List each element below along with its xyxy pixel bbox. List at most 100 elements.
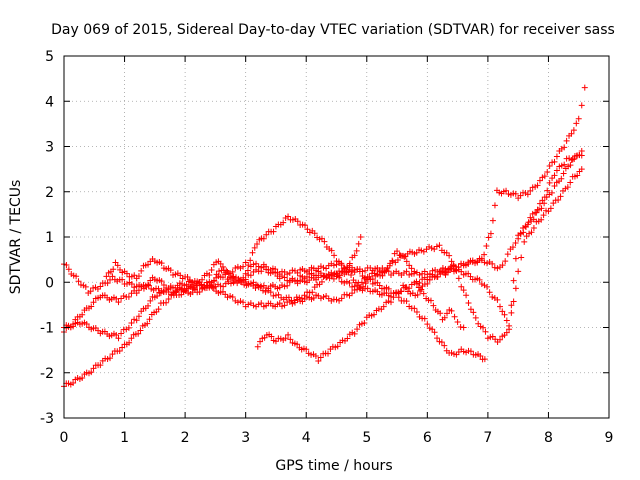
data-point [536, 177, 543, 184]
data-point [406, 271, 413, 278]
data-point [247, 272, 254, 279]
data-point [118, 330, 125, 337]
data-point [255, 263, 262, 270]
data-point [287, 336, 294, 343]
data-point [416, 313, 423, 320]
data-point [348, 272, 355, 279]
data-point [320, 264, 327, 271]
data-point [70, 379, 77, 386]
data-point [334, 271, 341, 278]
data-point [515, 268, 522, 275]
data-point [79, 375, 86, 382]
data-point [344, 264, 351, 271]
data-point [413, 308, 420, 315]
data-point [403, 268, 410, 275]
data-point [301, 292, 308, 299]
data-point [539, 197, 546, 204]
data-point [119, 276, 126, 283]
data-point [158, 260, 165, 267]
data-point [457, 323, 464, 330]
data-point [229, 268, 236, 275]
data-point [402, 284, 409, 291]
data-point [240, 299, 247, 306]
data-point [499, 262, 506, 269]
data-point [145, 302, 152, 309]
data-point [480, 324, 487, 331]
data-point [317, 295, 324, 302]
data-point [491, 202, 498, 209]
data-point [482, 328, 489, 335]
y-tick-label: -2 [40, 366, 54, 382]
data-point [281, 302, 288, 309]
data-point [315, 357, 322, 364]
data-point [357, 234, 364, 240]
data-point [441, 314, 448, 321]
data-point [217, 260, 224, 267]
data-point [527, 214, 534, 221]
data-point [467, 348, 474, 355]
data-point [351, 330, 358, 337]
data-point [341, 279, 348, 286]
data-point [323, 292, 330, 299]
data-point [165, 286, 172, 293]
data-point [467, 306, 474, 313]
data-point [334, 343, 341, 350]
data-point [458, 283, 465, 290]
data-point [336, 272, 343, 279]
data-point [126, 339, 133, 346]
data-point [265, 287, 272, 294]
data-point [158, 278, 165, 285]
data-point [345, 268, 352, 275]
data-point [120, 293, 127, 300]
data-point [518, 254, 525, 261]
data-point [483, 242, 490, 249]
data-point [279, 282, 285, 289]
data-point [390, 294, 397, 301]
data-point [254, 241, 261, 248]
data-point [574, 172, 581, 179]
y-tick-label: 5 [45, 49, 54, 65]
data-point [389, 257, 396, 264]
data-point [354, 282, 361, 289]
data-point [65, 266, 72, 273]
data-point [430, 302, 437, 309]
data-point [107, 355, 114, 362]
data-point [451, 313, 458, 320]
data-point [418, 286, 425, 293]
data-point [512, 239, 519, 246]
data-point [326, 275, 333, 282]
data-point [284, 271, 291, 278]
data-point [424, 321, 431, 328]
data-point [250, 261, 257, 268]
data-point [478, 257, 485, 264]
data-point [331, 252, 338, 259]
data-point [145, 282, 152, 289]
data-point [328, 247, 335, 254]
y-tick-label: -1 [40, 321, 54, 337]
data-point [302, 222, 309, 229]
data-point [280, 219, 287, 226]
data-point [184, 273, 191, 280]
data-point [489, 217, 496, 224]
data-point [512, 190, 519, 197]
data-point [294, 269, 301, 276]
data-point [403, 258, 410, 265]
x-tick-label: 8 [544, 430, 553, 446]
data-point [502, 258, 509, 265]
data-point [420, 248, 427, 255]
data-point [564, 184, 571, 191]
data-point [484, 260, 491, 267]
data-point [240, 263, 247, 270]
data-point [576, 152, 583, 159]
y-tick-label: 4 [45, 94, 54, 110]
data-point [551, 172, 558, 179]
data-point [255, 301, 262, 308]
data-point [369, 276, 376, 283]
data-point [536, 200, 543, 207]
data-point [570, 127, 577, 134]
data-point [144, 320, 151, 327]
data-point [79, 311, 86, 318]
data-point [436, 242, 443, 249]
data-point [503, 329, 510, 336]
data-point [242, 270, 249, 277]
